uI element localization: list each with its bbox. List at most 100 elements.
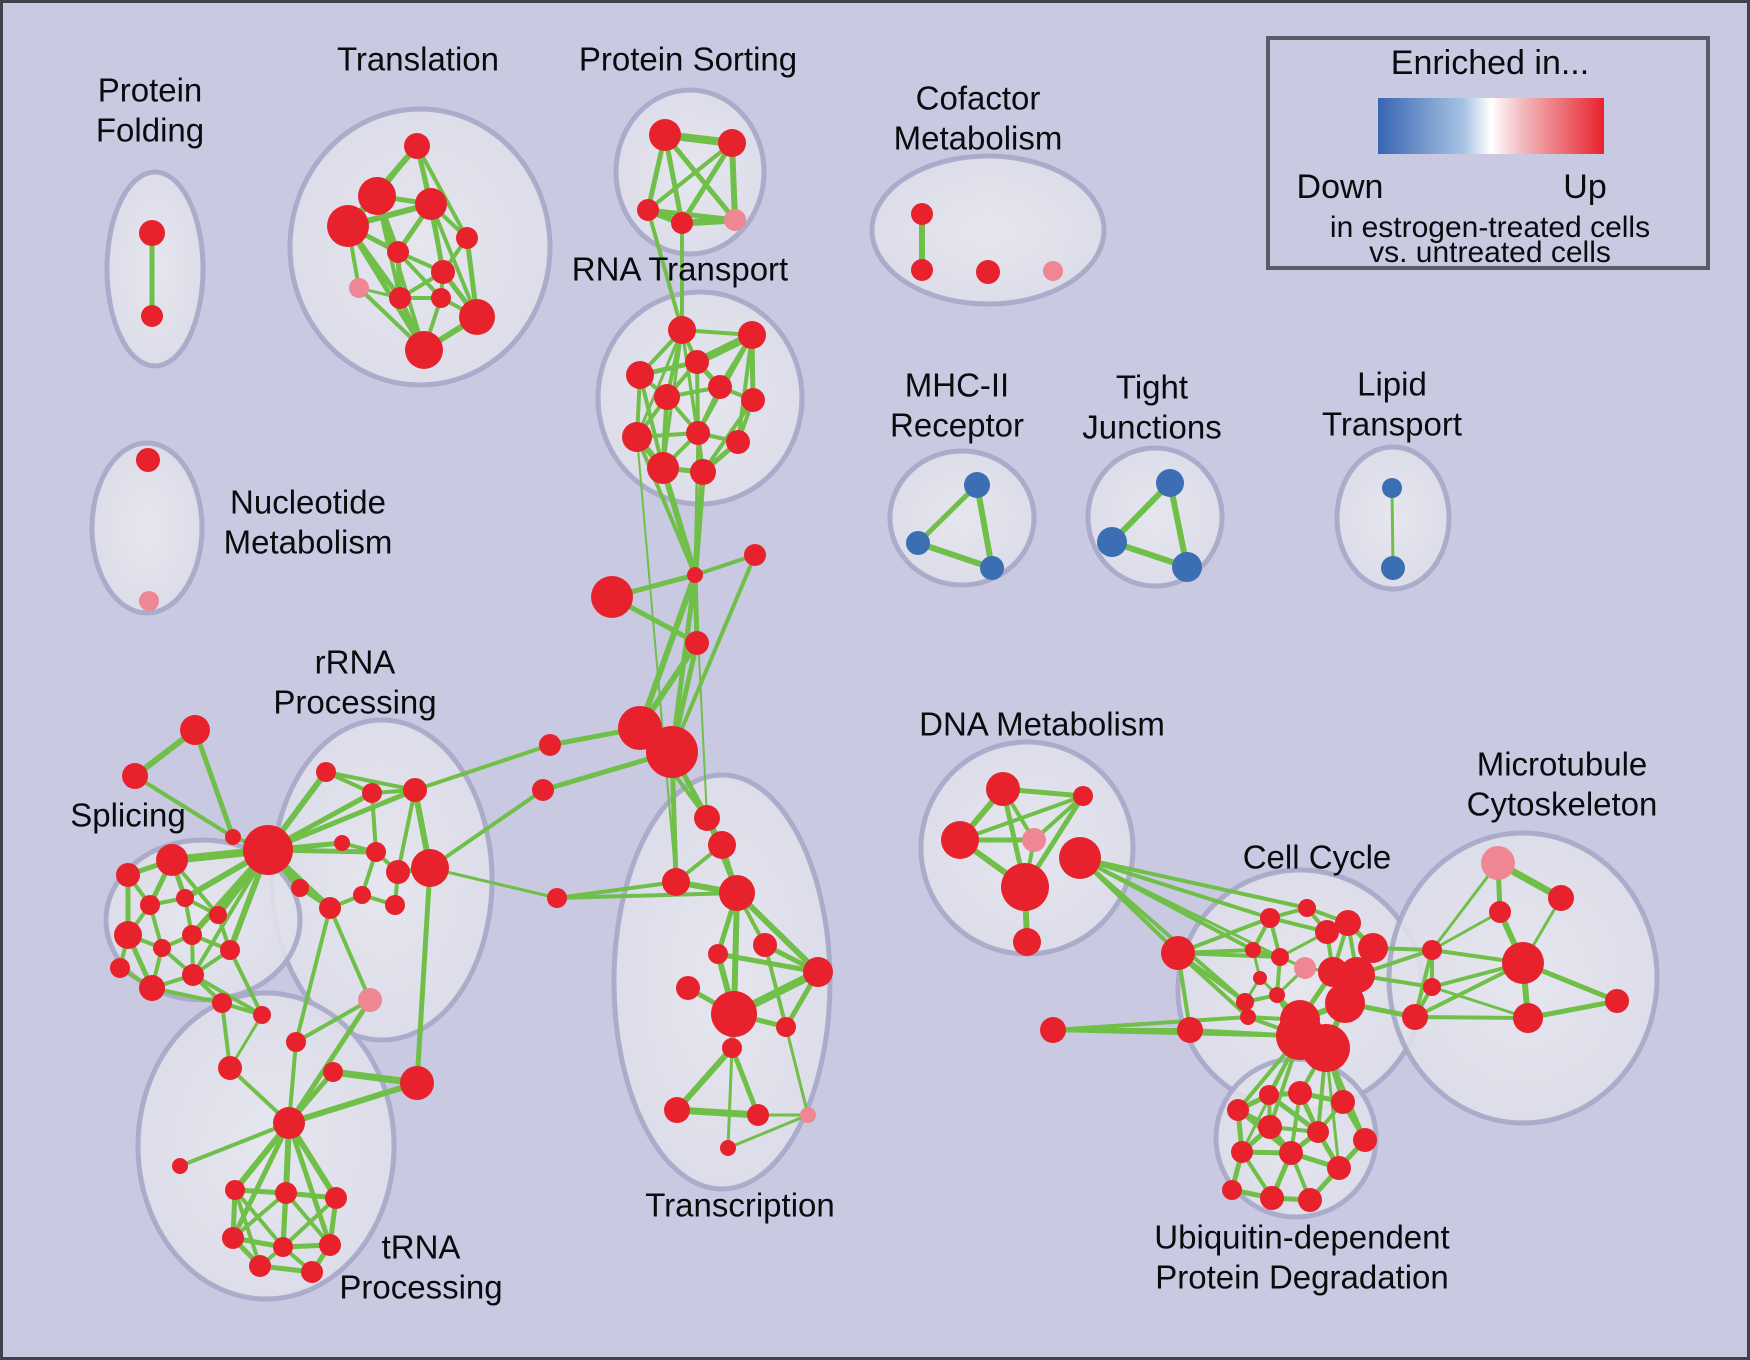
cluster-ellipse-protein-folding	[104, 169, 206, 369]
cluster-label-mhc-ii-receptor: MHC-II	[905, 367, 1009, 404]
network-node	[301, 1261, 323, 1283]
network-edge	[429, 202, 479, 319]
network-node	[646, 726, 698, 778]
network-node	[986, 772, 1020, 806]
cluster-label-protein-folding: Folding	[96, 112, 204, 149]
network-edge	[660, 465, 698, 578]
network-node	[722, 1038, 742, 1058]
network-edge	[662, 132, 738, 223]
network-node	[747, 1104, 769, 1126]
legend-subtitle-line1: in estrogen-treated cells	[1330, 211, 1650, 244]
network-node	[220, 940, 240, 960]
network-node	[253, 1006, 271, 1024]
network-edge	[726, 1113, 810, 1150]
cluster-label-nucleotide-metabolism: Nucleotide	[230, 484, 386, 521]
network-node	[1161, 936, 1195, 970]
cluster-label-cofactor-metabolism: Cofactor	[916, 80, 1041, 117]
network-node	[637, 199, 659, 221]
cluster-ellipse-trna-processing	[135, 990, 397, 1302]
network-node	[180, 715, 210, 745]
network-node	[153, 939, 171, 957]
network-edge	[734, 890, 821, 975]
network-edge	[1051, 1015, 1250, 1032]
cluster-label-cofactor-metabolism: Metabolism	[894, 120, 1063, 157]
cluster-label-microtubule-cytoskeleton: Cytoskeleton	[1467, 786, 1658, 823]
network-node	[110, 958, 130, 978]
network-edge	[133, 774, 235, 839]
network-node	[720, 1140, 736, 1156]
network-edge	[694, 574, 708, 819]
network-edge	[284, 1191, 332, 1247]
network-node	[1382, 478, 1402, 498]
network-edge	[915, 540, 995, 571]
network-node	[539, 734, 561, 756]
network-edge	[1430, 910, 1502, 952]
network-node	[1422, 940, 1442, 960]
network-node	[358, 177, 396, 215]
network-node	[1156, 469, 1184, 497]
network-node	[800, 1107, 816, 1123]
legend-gradient-bar	[1378, 98, 1604, 154]
network-node	[139, 220, 165, 246]
legend-subtitle-line2: vs. untreated cells	[1369, 236, 1611, 269]
network-node	[349, 278, 369, 298]
network-node	[1022, 828, 1046, 852]
network-node	[385, 895, 405, 915]
network-edge	[230, 1120, 292, 1241]
network-node	[1605, 989, 1629, 1013]
network-nodes	[110, 119, 1629, 1283]
network-edge	[1413, 1015, 1530, 1020]
network-node	[1240, 1009, 1256, 1025]
network-node	[1259, 1085, 1279, 1105]
legend: Enriched in... Down Up in estrogen-treat…	[1266, 36, 1710, 270]
cluster-label-ubiquitin-degradation: Ubiquitin-dependent	[1154, 1219, 1449, 1256]
network-node	[459, 299, 495, 335]
network-node	[1298, 1188, 1322, 1212]
network-node	[1073, 786, 1093, 806]
cluster-label-trna-processing: Processing	[339, 1269, 502, 1306]
network-node	[671, 212, 693, 234]
network-node	[622, 422, 652, 452]
network-edge	[1078, 856, 1309, 910]
network-edge	[281, 1196, 338, 1249]
network-edge	[413, 743, 552, 792]
network-node	[1307, 1121, 1329, 1143]
network-node	[744, 544, 766, 566]
network-node	[431, 288, 451, 308]
network-node	[1335, 910, 1361, 936]
cluster-label-protein-sorting: Protein Sorting	[579, 41, 797, 78]
network-node	[249, 1255, 271, 1277]
network-node	[1288, 1081, 1312, 1105]
cluster-label-ubiquitin-degradation: Protein Degradation	[1155, 1259, 1449, 1296]
network-edge	[1430, 861, 1500, 952]
network-edge	[265, 787, 418, 853]
network-node	[718, 129, 746, 157]
cluster-label-rna-transport: RNA Transport	[572, 251, 788, 288]
network-node	[225, 829, 241, 845]
network-edge	[555, 880, 678, 900]
network-edge	[178, 1121, 291, 1168]
network-node	[724, 209, 746, 231]
network-node	[136, 448, 160, 472]
network-node	[964, 472, 990, 498]
network-node	[176, 889, 194, 907]
network-node	[1097, 527, 1127, 557]
network-node	[1269, 987, 1285, 1003]
network-node	[719, 875, 755, 911]
network-edge	[679, 140, 735, 226]
network-node	[1325, 983, 1365, 1023]
network-node	[1331, 1090, 1355, 1114]
cluster-label-microtubule-cytoskeleton: Microtubule	[1477, 746, 1648, 783]
network-edge	[555, 891, 739, 900]
network-node	[1013, 928, 1041, 956]
network-node	[726, 430, 750, 454]
cluster-label-lipid-transport: Transport	[1322, 406, 1462, 443]
network-edge	[726, 1046, 734, 1150]
network-node	[738, 321, 766, 349]
network-node	[182, 925, 202, 945]
network-node	[664, 1097, 690, 1123]
network-node	[139, 591, 159, 611]
cluster-label-tight-junctions: Tight	[1116, 369, 1188, 406]
network-edge	[328, 906, 372, 1002]
